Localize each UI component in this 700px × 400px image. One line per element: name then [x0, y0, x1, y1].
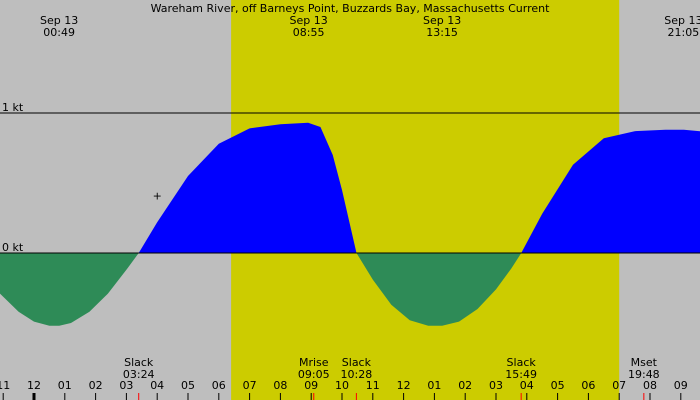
- bottom-event-name: Mset: [631, 356, 658, 369]
- hour-tick-label: 12: [27, 379, 41, 392]
- hour-tick-label: 08: [273, 379, 287, 392]
- event-date-label: Sep 13: [664, 14, 700, 27]
- hour-tick-label: 06: [581, 379, 595, 392]
- chart-title: Wareham River, off Barneys Point, Buzzar…: [151, 2, 550, 15]
- bottom-event-name: Slack: [124, 356, 154, 369]
- event-date-label: Sep 13: [40, 14, 78, 27]
- hour-tick-label: 08: [643, 379, 657, 392]
- y-axis-label-top: 1 kt: [2, 101, 24, 114]
- bottom-event-name: Slack: [342, 356, 372, 369]
- hour-tick-label: 01: [427, 379, 441, 392]
- hour-tick-label: 07: [243, 379, 257, 392]
- hour-tick-label: 10: [335, 379, 349, 392]
- hour-tick-label: 12: [397, 379, 411, 392]
- bottom-event-time: 19:48: [628, 368, 660, 381]
- y-axis-label-zero: 0 kt: [2, 241, 24, 254]
- hour-tick-label: 09: [304, 379, 318, 392]
- bottom-event-time: 03:24: [123, 368, 155, 381]
- hour-tick-label: 06: [212, 379, 226, 392]
- event-date-label: Sep 13: [423, 14, 461, 27]
- hour-tick-label: 09: [674, 379, 688, 392]
- hour-tick-label: 03: [489, 379, 503, 392]
- hour-tick-label: 02: [89, 379, 103, 392]
- event-time-label: 00:49: [43, 26, 75, 39]
- ebb-current-area: [0, 253, 700, 326]
- hour-tick-label: 04: [150, 379, 164, 392]
- bottom-event-time: 15:49: [505, 368, 537, 381]
- event-time-label: 13:15: [426, 26, 458, 39]
- hour-tick-label: 11: [0, 379, 10, 392]
- event-time-label: 08:55: [293, 26, 325, 39]
- hour-tick-label: 02: [458, 379, 472, 392]
- current-time-marker: +: [153, 190, 162, 203]
- bottom-event-time: 10:28: [341, 368, 373, 381]
- current-area-layer: [0, 122, 700, 326]
- hour-tick-label: 11: [366, 379, 380, 392]
- hour-tick-label: 05: [181, 379, 195, 392]
- hour-tick-label: 07: [612, 379, 626, 392]
- event-date-label: Sep 13: [290, 14, 328, 27]
- bottom-event-time: 09:05: [298, 368, 330, 381]
- flood-current-area: [0, 122, 700, 253]
- hour-tick-label: 04: [520, 379, 534, 392]
- slack-moon-labels: Slack03:24Mrise09:05Slack10:28Slack15:49…: [123, 356, 660, 400]
- hour-tick-label: 03: [119, 379, 133, 392]
- hour-tick-label: 05: [551, 379, 565, 392]
- hour-tick-label: 01: [58, 379, 72, 392]
- bottom-event-name: Slack: [507, 356, 537, 369]
- event-time-label: 21:05: [668, 26, 700, 39]
- hour-axis: 11 12 01 02 03 04 05 06 07 08 09 10 11 12 01 02 03 04 05 06…: [0, 379, 688, 400]
- bottom-event-name: Mrise: [299, 356, 329, 369]
